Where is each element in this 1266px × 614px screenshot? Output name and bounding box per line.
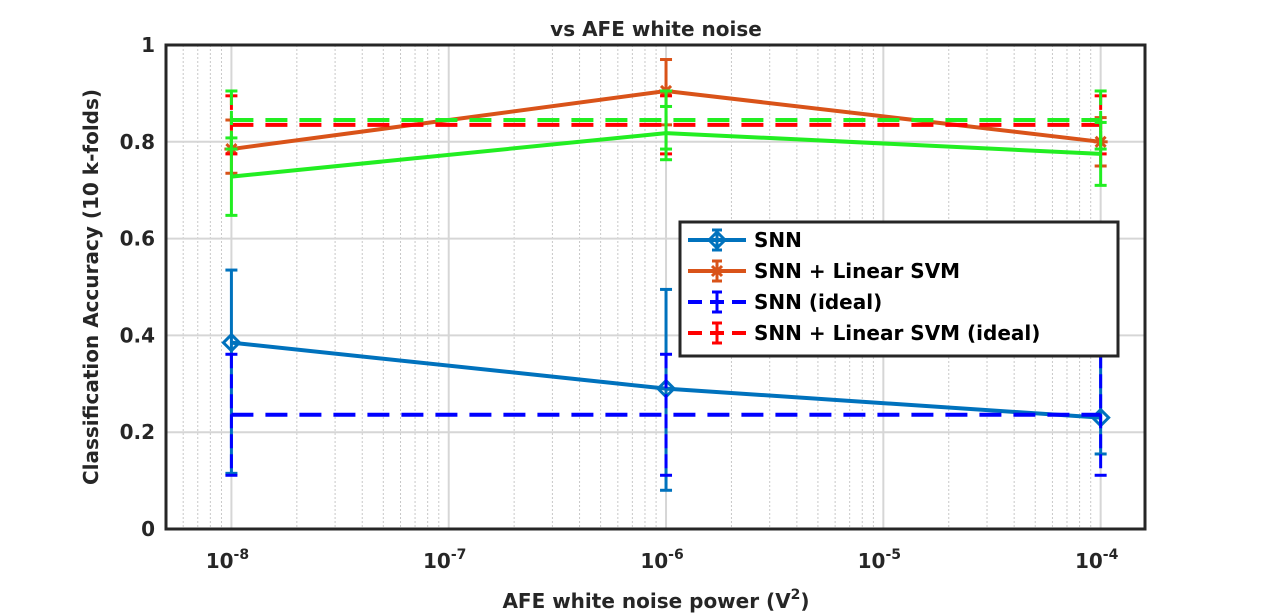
legend-label: SNN + Linear SVM (ideal) <box>754 321 1040 345</box>
y-tick-label: 0.4 <box>120 323 155 347</box>
data-point <box>655 378 677 399</box>
error-bar <box>225 352 238 477</box>
y-tick-label: 0.8 <box>120 130 155 154</box>
error-bar <box>660 89 673 151</box>
data-point <box>710 264 724 278</box>
legend-entry: SNN (ideal) <box>688 290 882 314</box>
y-tick-label: 1 <box>141 33 155 57</box>
legend-entry: SNN + Linear SVM (ideal) <box>688 321 1040 345</box>
y-axis-label: Classification Accuracy (10 k-folds) <box>79 89 103 485</box>
legend-box <box>678 220 1120 358</box>
x-tick-label: 10-6 <box>640 547 683 573</box>
legend-label: SNN + Linear SVM <box>754 259 960 283</box>
data-point <box>1090 407 1111 428</box>
x-axis-label: AFE white noise power (V2) <box>502 587 809 613</box>
series-5 <box>225 89 1107 151</box>
x-tick-label: 10-4 <box>1075 547 1119 573</box>
data-point <box>706 229 728 251</box>
series-layer <box>221 58 1111 492</box>
chart-title: vs AFE white noise <box>550 17 762 41</box>
legend: SNN SNN + Linear SVM SNN (ideal) SNN + Line… <box>678 220 1120 358</box>
x-tick-label: 10-7 <box>423 547 466 573</box>
plot-frame <box>164 43 1147 531</box>
legend-label: SNN <box>754 228 802 252</box>
error-bar <box>225 89 238 151</box>
y-tick-label: 0.6 <box>120 227 155 251</box>
x-tick-label: 10-8 <box>206 547 249 573</box>
legend-entry: SNN + Linear SVM <box>688 259 960 283</box>
axes-layer: 10-8 10-7 10-6 10-5 10-4 0 0.2 0.4 0.6 0.8 1 <box>120 33 1147 573</box>
data-point <box>221 332 242 353</box>
error-bar <box>660 352 673 477</box>
y-tick-label: 0 <box>141 517 155 541</box>
legend-entry: SNN <box>688 228 802 252</box>
y-tick-label: 0.2 <box>120 420 155 444</box>
legend-label: SNN (ideal) <box>754 290 882 314</box>
x-tick-label: 10-5 <box>858 547 901 573</box>
error-bar <box>1094 89 1107 151</box>
series-2 <box>225 352 1107 477</box>
